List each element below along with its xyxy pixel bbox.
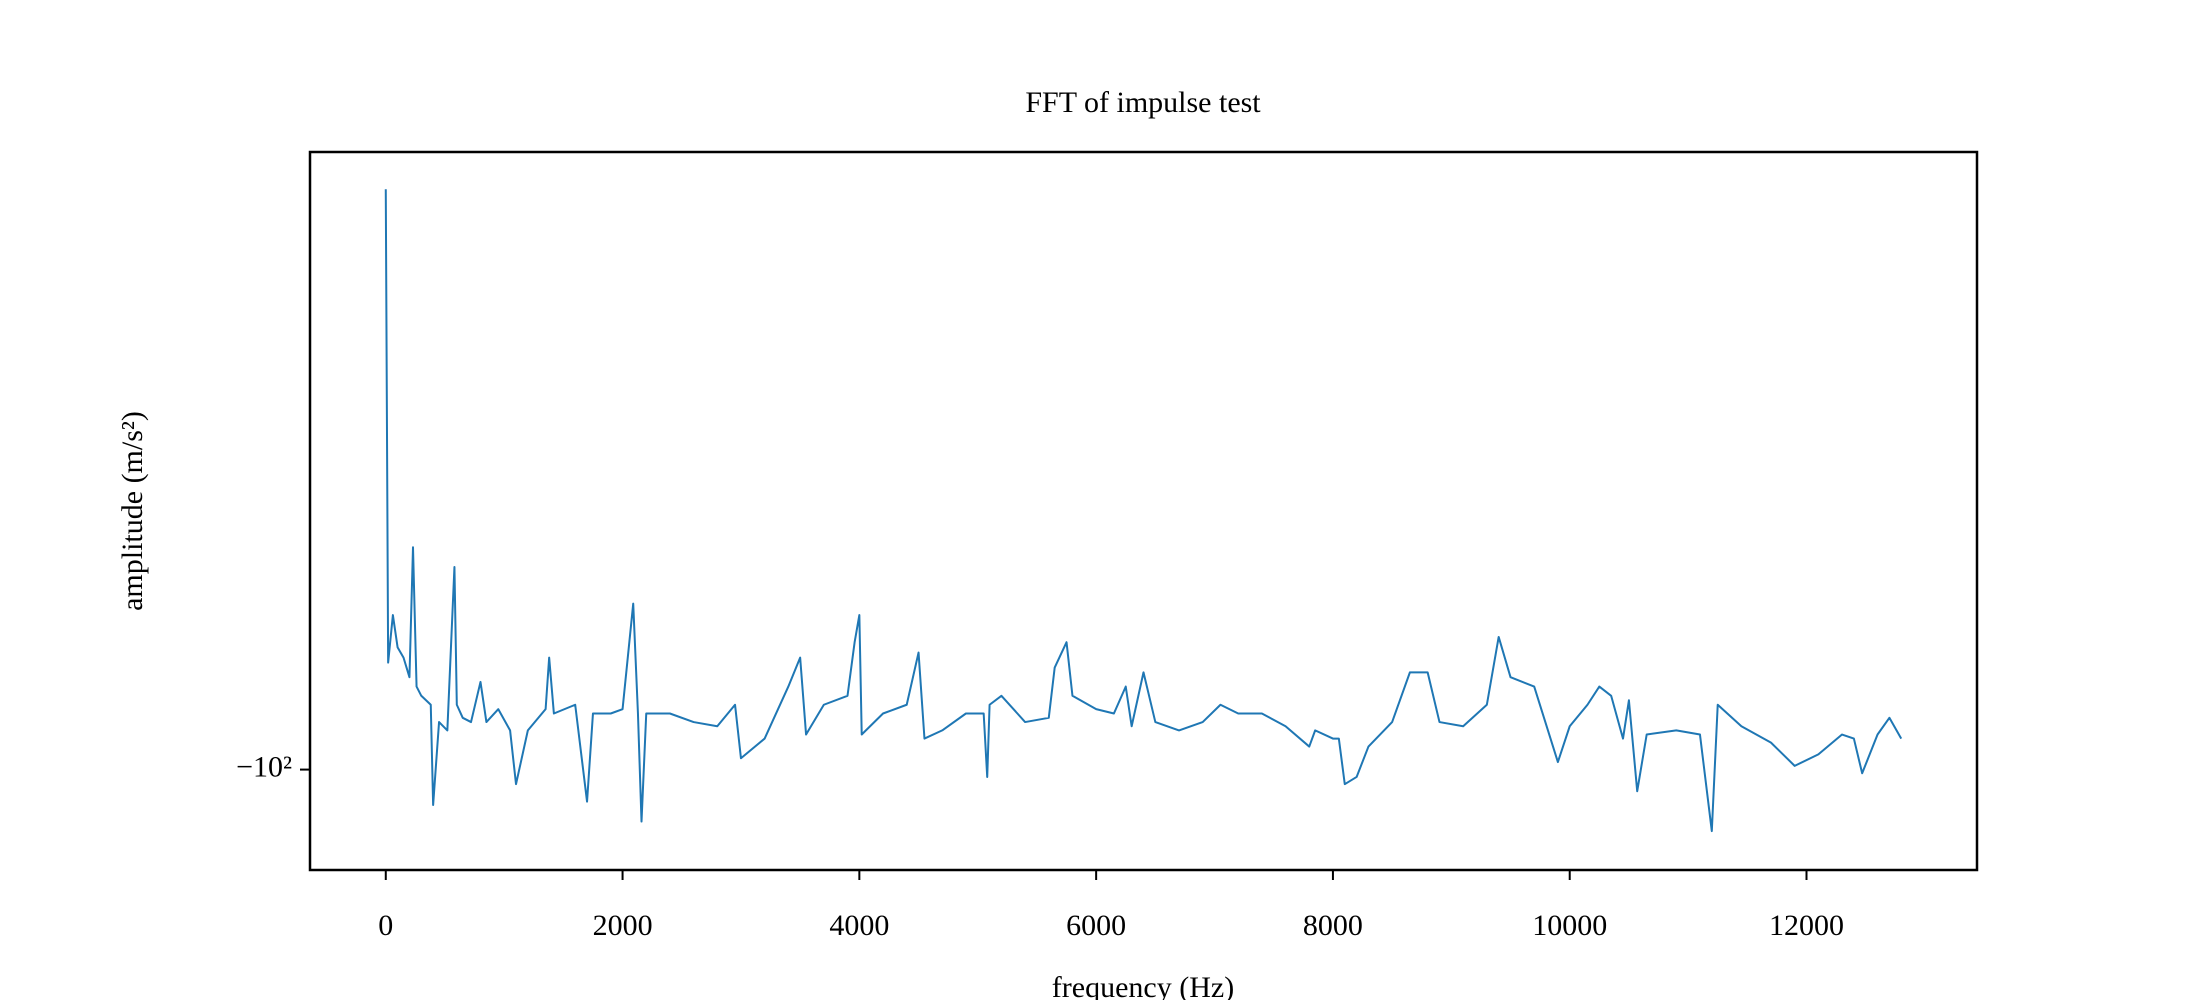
x-tick-label: 12000 xyxy=(1769,909,1844,942)
x-tick-label: 6000 xyxy=(1066,909,1126,942)
x-axis-label: frequency (Hz) xyxy=(1052,971,1234,1000)
x-tick-label: 4000 xyxy=(829,909,889,942)
y-tick-label: −10² xyxy=(236,750,292,783)
x-tick-label: 0 xyxy=(378,909,393,942)
plot-frame xyxy=(308,150,1979,872)
x-tick-label: 8000 xyxy=(1303,909,1363,942)
chart-title: FFT of impulse test xyxy=(1025,86,1261,119)
y-axis-label: amplitude (m/s²) xyxy=(116,411,149,611)
data-line xyxy=(384,189,1903,833)
x-tick-label: 2000 xyxy=(593,909,653,942)
x-tick-label: 10000 xyxy=(1532,909,1607,942)
